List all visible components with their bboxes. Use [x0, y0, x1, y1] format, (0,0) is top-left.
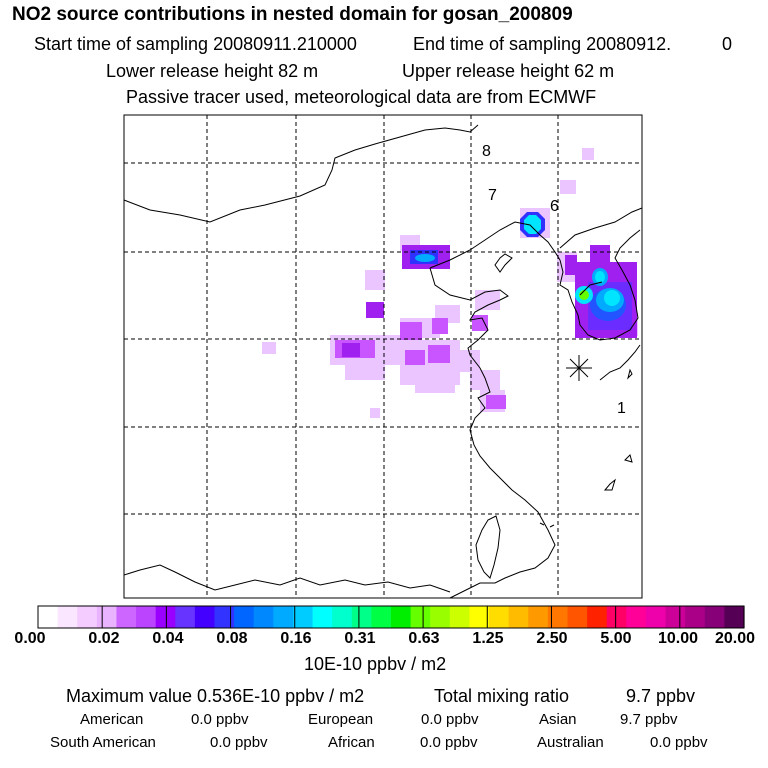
colorbar-cell	[567, 606, 588, 628]
colorbar-unit: 10E-10 ppbv / m2	[304, 654, 447, 674]
colorbar-cell	[724, 606, 745, 628]
region-value-european: 0.0 ppbv	[421, 711, 479, 728]
colorbar-cell	[175, 606, 196, 628]
colorbar-cell	[116, 606, 137, 628]
region-name-american: American	[80, 711, 144, 728]
trajectory-label-8: 8	[482, 143, 491, 160]
region-value-asian: 9.7 ppbv	[620, 711, 678, 728]
total-mixing-label: Total mixing ratio	[434, 686, 570, 706]
tracer-note: Passive tracer used, meteorological data…	[126, 87, 597, 107]
colorbar-tick-label: 0.00	[14, 630, 46, 647]
trajectory-label-1: 1	[617, 400, 626, 417]
colorbar-cell	[96, 606, 118, 628]
concentration-plumes	[262, 148, 638, 418]
colorbar-cell	[547, 606, 569, 628]
trajectory-label-6: 6	[550, 198, 559, 215]
region-value-american: 0.0 ppbv	[191, 711, 249, 728]
colorbar-cell	[508, 606, 529, 628]
colorbar-tick-label: 2.50	[536, 630, 568, 647]
colorbar-cell	[645, 606, 667, 628]
region-value-australian: 0.0 ppbv	[650, 734, 708, 751]
colorbar-cell	[704, 606, 725, 628]
colorbar-cell	[194, 606, 216, 628]
colorbar-cell	[449, 606, 471, 628]
colorbar-cell	[489, 606, 510, 628]
colorbar-tick-label: 0.08	[216, 630, 248, 647]
colorbar-cell	[234, 606, 255, 628]
colorbar-cell	[351, 606, 372, 628]
colorbar-cell	[292, 606, 314, 628]
graticule	[124, 115, 642, 598]
colorbar-cell	[410, 606, 431, 628]
colorbar-tick-label: 10.00	[657, 630, 699, 647]
colorbar-tick-label: 0.16	[280, 630, 312, 647]
colorbar-cell	[430, 606, 451, 628]
region-value-south-american: 0.0 ppbv	[210, 734, 268, 751]
colorbar-cell	[587, 606, 608, 628]
colorbar-cell	[38, 606, 59, 628]
colorbar-cell	[332, 606, 353, 628]
upper-release-height: Upper release height 62 m	[402, 61, 615, 81]
colorbar-cell	[626, 606, 647, 628]
end-time-suffix: 0	[722, 34, 733, 54]
region-name-south-american: South American	[50, 734, 156, 751]
colorbar	[38, 606, 745, 628]
colorbar-cell	[312, 606, 333, 628]
region-name-european: European	[308, 711, 374, 728]
region-name-australian: Australian	[537, 734, 604, 751]
total-mixing-value: 9.7 ppbv	[626, 686, 696, 706]
colorbar-cell	[469, 606, 490, 628]
region-name-african: African	[328, 734, 375, 751]
region-value-african: 0.0 ppbv	[420, 734, 478, 751]
colorbar-cell	[136, 606, 157, 628]
colorbar-cell	[57, 606, 78, 628]
colorbar-cell	[253, 606, 274, 628]
colorbar-tick-label: 1.25	[472, 630, 504, 647]
lower-release-height: Lower release height 82 m	[106, 61, 319, 81]
receptor-star-icon	[566, 355, 592, 381]
colorbar-cell	[606, 606, 627, 628]
colorbar-cell	[214, 606, 235, 628]
max-value-label: Maximum value 0.536E-10 ppbv / m2	[66, 686, 365, 706]
colorbar-cell	[665, 606, 686, 628]
start-time-label: Start time of sampling 20080911.210000	[34, 34, 357, 54]
colorbar-tick-label: 20.00	[714, 630, 756, 647]
colorbar-tick-label: 0.02	[88, 630, 120, 647]
coastlines	[123, 124, 643, 599]
trajectory-label-7: 7	[488, 187, 497, 204]
colorbar-tick-label: 0.04	[152, 630, 184, 647]
colorbar-tick-label: 0.31	[344, 630, 376, 647]
colorbar-cell	[155, 606, 176, 628]
plot-title: NO2 source contributions in nested domai…	[12, 4, 573, 25]
colorbar-cell	[685, 606, 706, 628]
colorbar-tick-label: 0.63	[408, 630, 440, 647]
colorbar-cell	[273, 606, 294, 628]
colorbar-frame	[37, 605, 745, 629]
end-time-label: End time of sampling 20080912.	[413, 34, 672, 54]
colorbar-cell	[391, 606, 412, 628]
colorbar-dividers	[101, 606, 681, 628]
colorbar-cell	[528, 606, 549, 628]
colorbar-cell	[371, 606, 392, 628]
region-name-asian: Asian	[539, 711, 577, 728]
colorbar-cell	[77, 606, 98, 628]
colorbar-tick-label: 5.00	[600, 630, 632, 647]
